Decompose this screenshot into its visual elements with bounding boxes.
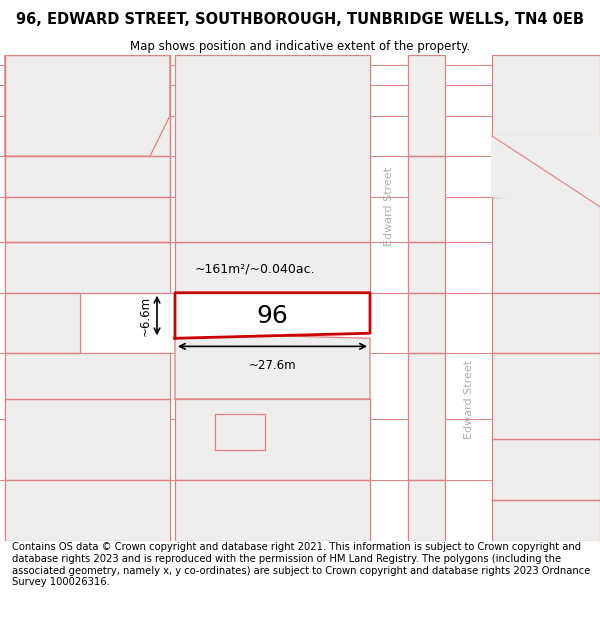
Polygon shape — [408, 354, 445, 480]
Polygon shape — [370, 55, 408, 541]
Polygon shape — [5, 55, 170, 156]
Text: Edward Street: Edward Street — [384, 168, 394, 246]
Polygon shape — [175, 292, 370, 338]
Text: Edward Street: Edward Street — [464, 359, 473, 439]
Text: 96, EDWARD STREET, SOUTHBOROUGH, TUNBRIDGE WELLS, TN4 0EB: 96, EDWARD STREET, SOUTHBOROUGH, TUNBRID… — [16, 12, 584, 27]
Text: ~6.6m: ~6.6m — [139, 296, 151, 336]
Polygon shape — [175, 333, 370, 399]
Polygon shape — [408, 242, 445, 292]
Polygon shape — [175, 480, 370, 541]
Polygon shape — [215, 414, 265, 449]
Polygon shape — [492, 55, 600, 136]
Polygon shape — [5, 480, 170, 541]
Polygon shape — [5, 55, 170, 156]
Polygon shape — [445, 55, 492, 541]
Polygon shape — [492, 136, 600, 207]
Polygon shape — [5, 242, 170, 292]
Polygon shape — [175, 242, 370, 292]
Text: Map shows position and indicative extent of the property.: Map shows position and indicative extent… — [130, 39, 470, 52]
Polygon shape — [175, 399, 370, 480]
Polygon shape — [5, 156, 170, 197]
Polygon shape — [492, 439, 600, 500]
Polygon shape — [5, 292, 80, 354]
Polygon shape — [408, 156, 445, 242]
Polygon shape — [492, 500, 600, 541]
Text: ~161m²/~0.040ac.: ~161m²/~0.040ac. — [195, 263, 316, 276]
Polygon shape — [5, 55, 170, 242]
Polygon shape — [408, 292, 445, 354]
Polygon shape — [408, 55, 445, 156]
Polygon shape — [492, 354, 600, 439]
Polygon shape — [492, 292, 600, 354]
Polygon shape — [492, 197, 600, 292]
Polygon shape — [5, 399, 170, 480]
Text: 96: 96 — [257, 304, 289, 328]
Polygon shape — [5, 197, 170, 242]
Text: ~27.6m: ~27.6m — [248, 359, 296, 371]
Polygon shape — [5, 354, 170, 399]
Polygon shape — [175, 55, 370, 242]
Polygon shape — [408, 480, 445, 541]
Text: Contains OS data © Crown copyright and database right 2021. This information is : Contains OS data © Crown copyright and d… — [12, 542, 590, 587]
Polygon shape — [492, 136, 600, 197]
